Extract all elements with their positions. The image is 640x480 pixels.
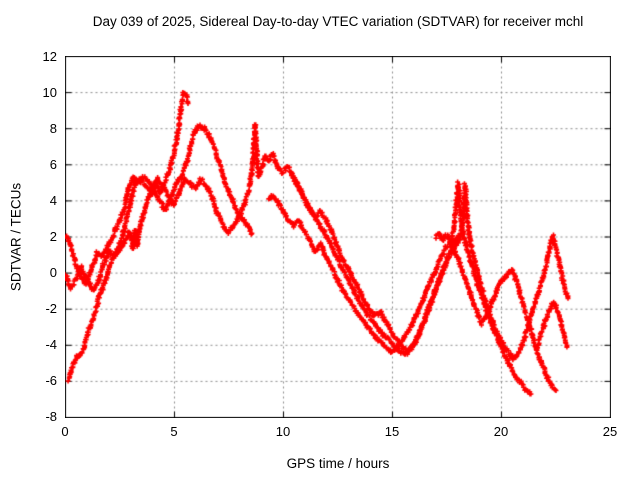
y-tick-label: 10 [42, 85, 57, 100]
y-tick-label: -8 [45, 409, 57, 424]
x-tick-label: 25 [602, 424, 618, 439]
x-tick-label: 15 [384, 424, 400, 439]
y-tick-label: 12 [42, 49, 57, 64]
chart-title: Day 039 of 2025, Sidereal Day-to-day VTE… [92, 14, 584, 29]
plot-canvas [65, 56, 611, 418]
y-tick-label: 6 [49, 157, 57, 172]
y-tick-label: -2 [45, 301, 57, 316]
y-tick-label: 8 [49, 121, 57, 136]
x-tick-label: 0 [61, 424, 69, 439]
y-tick-label: -4 [45, 337, 57, 352]
x-tick-label: 10 [275, 424, 291, 439]
x-axis-label: GPS time / hours [286, 456, 390, 471]
y-tick-label: 2 [49, 229, 57, 244]
y-tick-label: 0 [49, 265, 57, 280]
y-tick-label: -6 [45, 373, 57, 388]
y-tick-label: 4 [49, 193, 57, 208]
x-tick-label: 5 [170, 424, 178, 439]
x-tick-label: 20 [493, 424, 509, 439]
